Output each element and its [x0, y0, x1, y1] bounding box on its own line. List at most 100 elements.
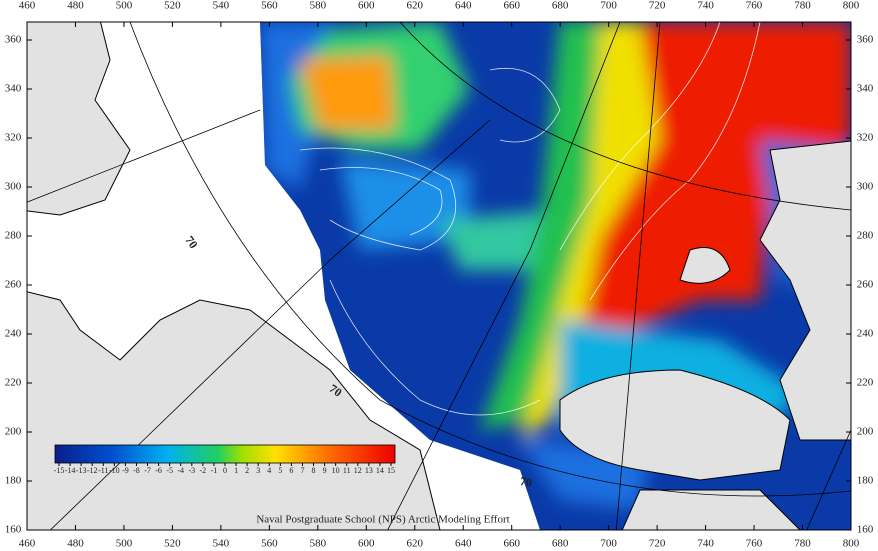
x-tick-label-bottom: 460	[19, 538, 36, 550]
y-tick-label-left: 220	[5, 377, 22, 389]
colorbar-label: 13	[365, 466, 373, 475]
land	[621, 489, 801, 530]
y-tick-label-right: 240	[857, 328, 874, 340]
y-tick-label-left: 180	[5, 475, 22, 487]
colorbar-label: 4	[267, 466, 271, 475]
land	[27, 22, 131, 216]
colorbar-label: -14	[65, 466, 76, 475]
y-tick-label-right: 160	[857, 524, 874, 536]
graticule-line	[387, 22, 621, 530]
colorbar-label: -4	[177, 466, 184, 475]
y-tick-label-left: 300	[5, 181, 22, 193]
x-tick-label-top: 540	[213, 0, 230, 12]
y-tick-label-right: 340	[857, 83, 874, 95]
x-tick-label-top: 780	[794, 0, 811, 12]
y-tick-label-right: 220	[857, 377, 874, 389]
graticule-line	[27, 109, 261, 203]
x-tick-label-bottom: 600	[358, 538, 375, 550]
map-area: 70 70 70	[27, 22, 851, 530]
x-tick-label-top: 680	[552, 0, 569, 12]
x-tick-label-top: 600	[358, 0, 375, 12]
x-tick-label-bottom: 540	[213, 538, 230, 550]
contour	[589, 22, 761, 301]
colorbar-label: -10	[109, 466, 120, 475]
field-blob	[580, 22, 851, 340]
land	[759, 140, 851, 441]
x-tick-label-top: 620	[407, 0, 424, 12]
graticule-label: 70	[519, 474, 533, 490]
land	[559, 369, 791, 481]
y-tick-label-left: 280	[5, 230, 22, 242]
x-tick-label-bottom: 780	[794, 538, 811, 550]
colorbar-label: 14	[376, 466, 384, 475]
contour	[299, 147, 457, 251]
contour	[559, 22, 721, 251]
x-tick-label-bottom: 800	[843, 538, 860, 550]
colorbar-label: 1	[234, 466, 238, 475]
credit: Naval Postgraduate School (NPS) Arctic M…	[256, 514, 509, 526]
land	[679, 247, 731, 284]
y-tick-label-right: 260	[857, 279, 874, 291]
x-tick-label-bottom: 660	[503, 538, 520, 550]
field-blob	[300, 55, 395, 130]
x-tick-label-top: 740	[697, 0, 714, 12]
frame	[26, 21, 852, 531]
land	[27, 291, 441, 530]
y-tick-label-right: 280	[857, 230, 874, 242]
colorbar-label: 11	[343, 466, 351, 475]
colorbar-label: -11	[98, 466, 108, 475]
x-tick-label-bottom: 580	[310, 538, 327, 550]
colorbar-label: 10	[332, 466, 340, 475]
x-tick-label-bottom: 500	[116, 538, 133, 550]
x-tick-label-bottom: 620	[407, 538, 424, 550]
graticule-line	[129, 22, 851, 497]
colorbar-label: 3	[256, 466, 260, 475]
x-tick-label-bottom: 560	[261, 538, 278, 550]
x-tick-label-top: 520	[164, 0, 181, 12]
y-tick-label-right: 360	[857, 34, 874, 46]
colorbar-label: -9	[122, 466, 129, 475]
y-tick-label-right: 300	[857, 181, 874, 193]
colorbar-label: 15	[387, 466, 395, 475]
contour	[489, 68, 561, 143]
graticule-line	[615, 22, 661, 530]
y-tick-label-right: 180	[857, 475, 874, 487]
colorbar-label: -15	[54, 466, 65, 475]
x-tick-label-bottom: 680	[552, 538, 569, 550]
x-tick-label-top: 480	[67, 0, 84, 12]
colorbar-label: -2	[200, 466, 207, 475]
y-tick-label-left: 160	[5, 524, 22, 536]
x-tick-label-top: 580	[310, 0, 327, 12]
x-tick-label-top: 660	[503, 0, 520, 12]
x-tick-label-top: 700	[600, 0, 617, 12]
colorbar-label: 2	[245, 466, 249, 475]
x-tick-label-bottom: 700	[600, 538, 617, 550]
x-tick-label-bottom: 480	[67, 538, 84, 550]
contours	[299, 22, 761, 416]
contour	[329, 279, 541, 416]
contour	[319, 167, 443, 236]
y-tick-label-right: 200	[857, 426, 874, 438]
field-blob	[440, 210, 560, 270]
colorbar-label: -6	[155, 466, 162, 475]
temperature-field	[260, 22, 851, 530]
colorbar-label: -8	[133, 466, 140, 475]
colorbar-label: -13	[76, 466, 87, 475]
y-tick-label-left: 200	[5, 426, 22, 438]
x-tick-label-top: 800	[843, 0, 860, 12]
x-tick-label-top: 640	[455, 0, 472, 12]
x-tick-label-top: 500	[116, 0, 133, 12]
colorbar-label: -12	[87, 466, 98, 475]
colorbar-label: -5	[166, 466, 173, 475]
colorbar-label: -7	[144, 466, 151, 475]
colorbar	[54, 444, 396, 464]
x-tick-label-bottom: 760	[746, 538, 763, 550]
y-tick-label-right: 320	[857, 132, 874, 144]
x-tick-label-top: 560	[261, 0, 278, 12]
x-tick-label-top: 460	[19, 0, 36, 12]
colorbar-label: 7	[300, 466, 304, 475]
colorbar-label: 6	[289, 466, 293, 475]
y-tick-label-left: 360	[5, 34, 22, 46]
x-tick-label-bottom: 740	[697, 538, 714, 550]
x-tick-label-bottom: 520	[164, 538, 181, 550]
